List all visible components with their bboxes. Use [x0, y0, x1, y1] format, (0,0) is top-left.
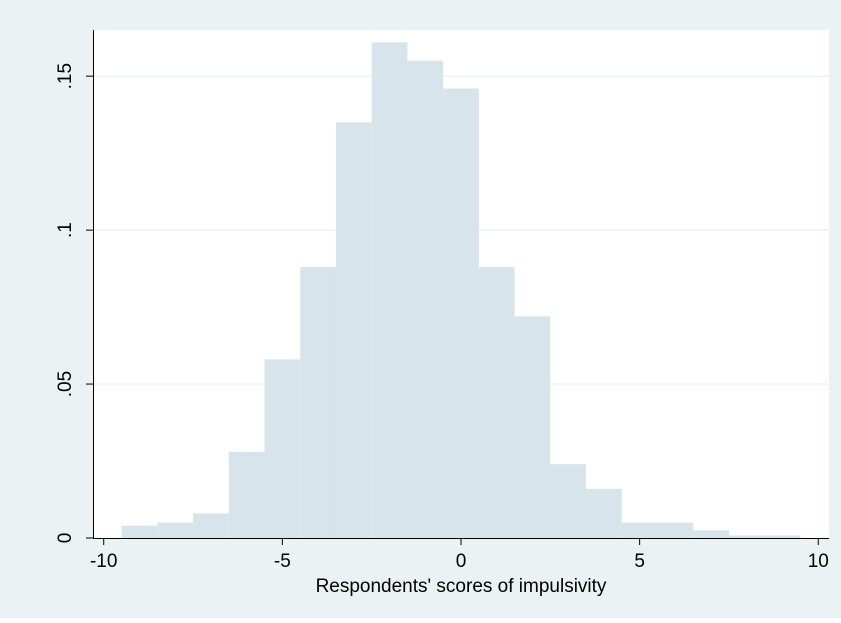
histogram-bar — [407, 60, 444, 539]
histogram-bar — [371, 42, 408, 538]
histogram-bar — [264, 359, 301, 538]
y-axis-ticks: 0 .05 .1 .15 — [55, 63, 93, 543]
x-axis-ticks: -10 -5 0 5 10 — [90, 538, 829, 572]
histogram-bar — [193, 513, 229, 538]
x-tick-label: -5 — [274, 551, 291, 572]
y-tick-label: .1 — [55, 222, 76, 238]
histogram-bar — [550, 464, 587, 538]
x-tick-label: 10 — [808, 551, 829, 572]
histogram-bar — [586, 488, 622, 538]
histogram-bar — [335, 122, 372, 538]
histogram-bar — [764, 535, 801, 538]
y-tick-label: 0 — [55, 533, 76, 544]
y-tick-label: .05 — [55, 371, 76, 397]
x-tick-label: 0 — [456, 551, 467, 572]
histogram-bar — [157, 522, 194, 538]
histogram-bar — [443, 88, 479, 538]
histogram-bar — [228, 451, 265, 538]
histogram-bar — [121, 525, 158, 538]
histogram-bar — [300, 267, 336, 538]
histogram-bar — [728, 535, 765, 538]
histogram-bar — [478, 267, 515, 538]
x-tick-label: 5 — [634, 551, 645, 572]
histogram-bar — [621, 522, 658, 538]
histogram-bar — [657, 522, 694, 538]
x-tick-label: -10 — [90, 551, 117, 572]
y-tick-label: .15 — [55, 63, 76, 89]
histogram-bar — [514, 316, 551, 538]
x-axis-label: Respondents' scores of impulsivity — [316, 576, 607, 597]
histogram-bar — [693, 530, 729, 538]
histogram-bars — [121, 42, 801, 539]
